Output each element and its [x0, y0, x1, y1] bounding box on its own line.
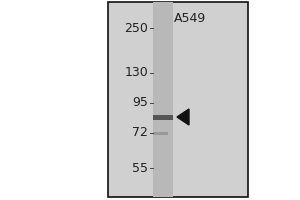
Bar — [153, 132, 168, 135]
Text: 95: 95 — [132, 97, 148, 110]
Text: 72: 72 — [132, 127, 148, 140]
Text: 250: 250 — [124, 21, 148, 34]
Bar — [108, 2, 248, 197]
Text: 55: 55 — [132, 162, 148, 174]
Text: A549: A549 — [174, 12, 206, 25]
Polygon shape — [177, 109, 189, 125]
Bar — [153, 115, 173, 120]
Text: 130: 130 — [124, 66, 148, 79]
Bar — [153, 2, 173, 197]
